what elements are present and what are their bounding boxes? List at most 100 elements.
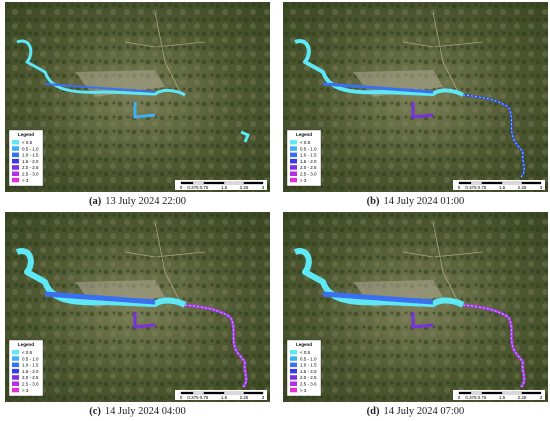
scale-label: 3 bbox=[262, 185, 265, 190]
scale-label: 0 bbox=[458, 395, 461, 400]
legend-label: < 0.5 bbox=[22, 140, 33, 145]
scale-label: 3 bbox=[262, 395, 265, 400]
legend-title: Legend bbox=[18, 342, 34, 347]
scale-segment bbox=[458, 181, 472, 185]
scale-label: 3 bbox=[540, 185, 543, 190]
scale-segment bbox=[192, 391, 205, 395]
scale-label: 1.5 bbox=[499, 395, 506, 400]
legend-label: 1.5 - 2.0 bbox=[22, 159, 39, 164]
scale-segment bbox=[521, 181, 542, 185]
legend-swatch bbox=[290, 375, 297, 380]
scale-label: 1.5 bbox=[499, 185, 506, 190]
legend-label: > 3 bbox=[300, 388, 307, 393]
terrain-texture bbox=[5, 212, 270, 402]
scale-label: 2.25 bbox=[240, 185, 249, 190]
legend-swatch bbox=[290, 146, 297, 151]
legend-label: < 0.5 bbox=[22, 350, 33, 355]
legend-label: 1.0 - 1.5 bbox=[22, 153, 39, 158]
terrain-texture bbox=[283, 212, 548, 402]
map-panel: Legend< 0.50.5 - 1.01.0 - 1.51.5 - 2.02.… bbox=[5, 2, 270, 192]
flood-extent bbox=[16, 39, 186, 97]
legend-swatch bbox=[12, 375, 19, 380]
legend-swatch bbox=[290, 177, 297, 183]
scale-bar: 0 0.375 0.75 1.5 2.25 3 bbox=[453, 180, 545, 190]
legend-swatch bbox=[290, 387, 297, 393]
scale-box bbox=[175, 180, 267, 190]
scale-segment bbox=[458, 391, 472, 395]
scale-label: 0 bbox=[180, 185, 183, 190]
legend-label: 2.5 - 3.0 bbox=[22, 382, 39, 387]
terrain-texture bbox=[283, 2, 548, 192]
map-panel: Legend< 0.50.5 - 1.01.0 - 1.51.5 - 2.02.… bbox=[5, 212, 270, 402]
scale-label: 0.75 bbox=[200, 185, 209, 190]
legend-swatch bbox=[12, 381, 19, 386]
scale-segment bbox=[192, 181, 205, 185]
legend-label: < 0.5 bbox=[300, 350, 311, 355]
flood-tributary bbox=[411, 102, 434, 119]
scale-bar: 0 0.375 0.75 1.5 2.25 3 bbox=[453, 390, 545, 400]
scale-segment bbox=[203, 391, 225, 395]
legend-label: 2.0 - 2.5 bbox=[300, 165, 317, 170]
scale-bar: 0 0.375 0.75 1.5 2.25 3 bbox=[175, 180, 267, 190]
legend: Legend < 0.50.5 - 1.0 1.0 - 1.51.5 - 2.02.… bbox=[8, 129, 44, 187]
scale-label: 0 bbox=[180, 395, 183, 400]
legend: Legend< 0.50.5 - 1.01.0 - 1.51.5 - 2.02.… bbox=[286, 129, 322, 187]
flood-extent bbox=[293, 248, 465, 308]
legend-swatch bbox=[290, 350, 297, 355]
legend-label: > 3 bbox=[22, 178, 29, 183]
flood-core bbox=[44, 291, 156, 305]
legend-label: > 3 bbox=[22, 388, 29, 393]
scale-segment bbox=[501, 391, 523, 395]
scale-label: 1.5 bbox=[221, 185, 228, 190]
legend-swatch bbox=[290, 381, 297, 386]
scale-bar: 0 0.375 0.75 1.5 2.25 3 bbox=[175, 390, 267, 400]
legend-label: 0.5 - 1.0 bbox=[22, 146, 39, 151]
terrain-texture bbox=[5, 2, 270, 192]
scale-segment bbox=[223, 181, 245, 185]
legend-label: 1.0 - 1.5 bbox=[300, 363, 317, 368]
legend-label: 2.5 - 3.0 bbox=[300, 382, 317, 387]
scale-label: 0.375 bbox=[465, 185, 477, 190]
scale-segment bbox=[501, 181, 523, 185]
scale-label: 1.5 bbox=[221, 395, 228, 400]
scale-segment bbox=[481, 181, 503, 185]
scale-segment bbox=[243, 391, 264, 395]
scale-box bbox=[453, 180, 545, 190]
legend-box bbox=[286, 129, 322, 187]
legend-label: 1.5 - 2.0 bbox=[300, 369, 317, 374]
legend-box bbox=[8, 339, 44, 397]
flood-extent bbox=[15, 248, 187, 308]
road bbox=[402, 11, 484, 93]
legend-swatch bbox=[290, 158, 297, 164]
caption-text: 14 July 2024 04:00 bbox=[105, 406, 186, 417]
legend-title: Legend bbox=[296, 132, 312, 137]
scale-segment bbox=[223, 391, 245, 395]
flood-east-edge bbox=[462, 94, 525, 178]
flood-tributary bbox=[133, 102, 156, 119]
scale-segment bbox=[470, 181, 483, 185]
legend-label: 1.5 - 2.0 bbox=[22, 369, 39, 374]
legend-label: 1.5 - 2.0 bbox=[300, 159, 317, 164]
legend-label: 2.0 - 2.5 bbox=[22, 165, 39, 170]
legend-swatch bbox=[12, 362, 19, 368]
flood-tributary bbox=[133, 312, 156, 329]
caption-text: 14 July 2024 07:00 bbox=[384, 406, 465, 417]
scale-label: 0.375 bbox=[187, 395, 199, 400]
scale-segment bbox=[180, 391, 194, 395]
legend-label: 0.5 - 1.0 bbox=[300, 356, 317, 361]
legend-swatch bbox=[12, 152, 19, 158]
caption: (d) 14 July 2024 07:00 bbox=[367, 406, 465, 417]
caption-label: (c) bbox=[89, 406, 101, 417]
legend-label: 2.0 - 2.5 bbox=[22, 375, 39, 380]
legend-swatch bbox=[290, 356, 297, 361]
legend-label: < 0.5 bbox=[300, 140, 311, 145]
legend-box bbox=[8, 129, 44, 187]
caption-label: (b) bbox=[367, 196, 380, 207]
legend-swatch bbox=[12, 140, 19, 145]
scale-segment bbox=[203, 181, 225, 185]
scale-segment bbox=[470, 391, 483, 395]
legend-label: 2.0 - 2.5 bbox=[300, 375, 317, 380]
flood-lake bbox=[240, 130, 250, 143]
caption-label: (d) bbox=[367, 406, 380, 417]
legend-title: Legend bbox=[18, 132, 34, 137]
